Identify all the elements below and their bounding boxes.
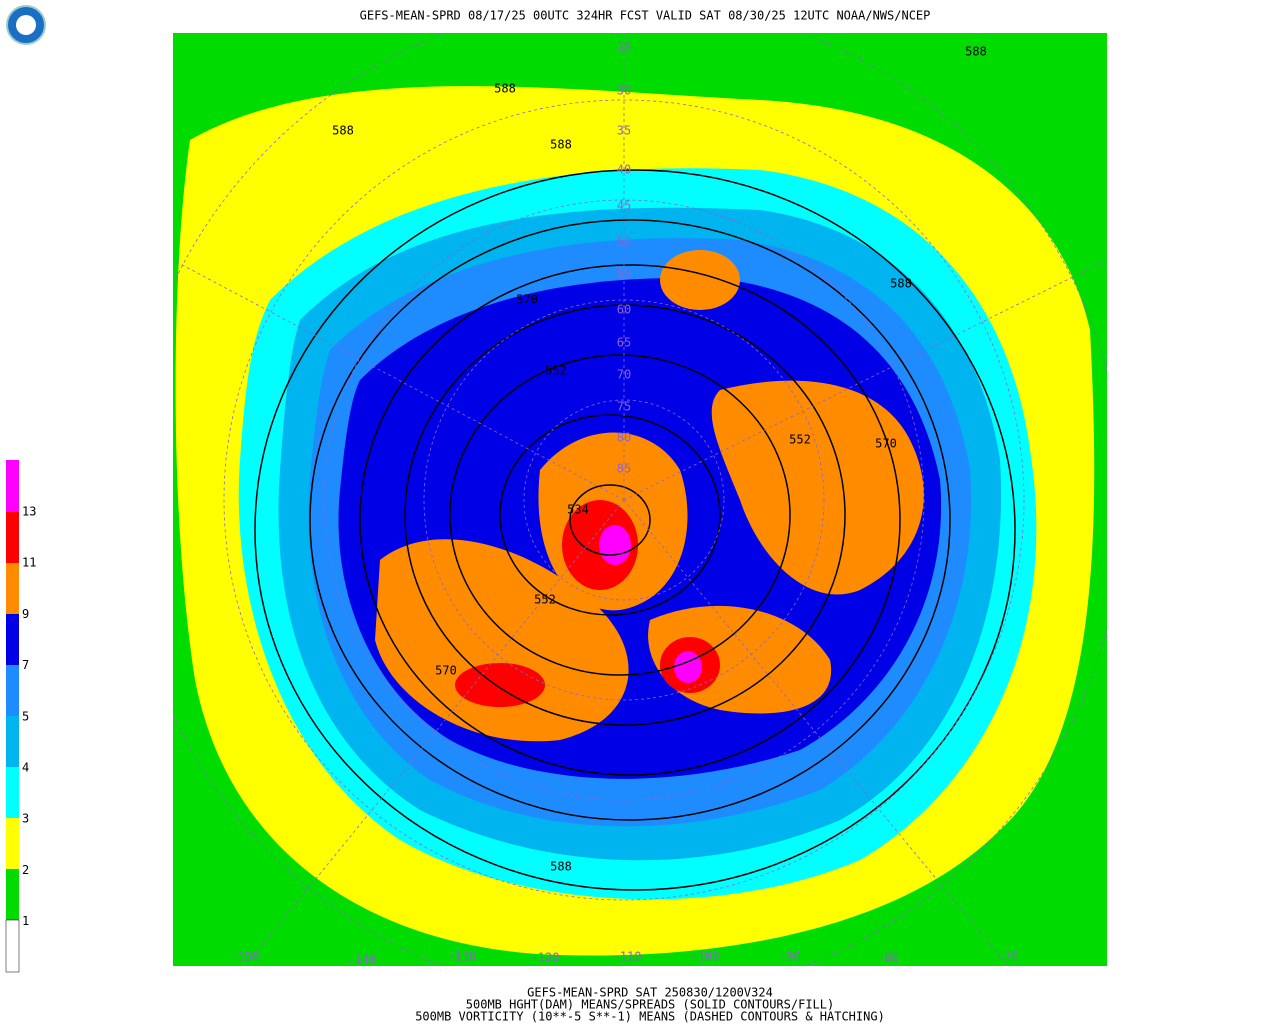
footer-line: 500MB VORTICITY (10**-5 S**-1) MEANS (DA… (415, 1010, 885, 1024)
colorbar-swatch (6, 869, 19, 920)
colorbar-swatch (6, 665, 19, 716)
latitude-label: 80 (617, 431, 631, 445)
latitude-label: 65 (617, 336, 631, 350)
latitude-label: 45 (617, 199, 631, 213)
colorbar (5, 460, 20, 973)
fill-9-11 (660, 250, 740, 310)
colorbar-label: 7 (22, 658, 29, 672)
colorbar-label: 4 (22, 761, 29, 775)
colorbar-swatch (6, 512, 19, 563)
colorbar-swatch (6, 716, 19, 767)
longitude-label: -120 (531, 951, 560, 965)
contour-label: 588 (550, 138, 572, 152)
title: GEFS-MEAN-SPRD 08/17/25 00UTC 324HR FCST… (360, 9, 931, 23)
latitude-label: 60 (617, 303, 631, 317)
colorbar-swatch (6, 563, 19, 614)
height-contours (254, 169, 1016, 891)
colorbar-swatch (6, 767, 19, 818)
colorbar-label: 11 (22, 556, 36, 570)
longitude-label: -90 (779, 950, 801, 964)
longitude-label: -110 (613, 950, 642, 964)
graticule (173, 33, 1107, 966)
colorbar-swatch (5, 919, 20, 973)
fill-13 (674, 651, 702, 683)
contour-label: 588 (494, 82, 516, 96)
colorbar-swatch (6, 818, 19, 869)
noaa-logo-inner (16, 15, 36, 35)
longitude-label: -130 (448, 950, 477, 964)
contour-label: 570 (875, 437, 897, 451)
longitude-label: -80 (877, 951, 899, 965)
footer-line: GEFS-MEAN-SPRD SAT 250830/1200V324 (527, 986, 773, 1000)
latitude-label: 85 (617, 462, 631, 476)
colorbar-label: 3 (22, 812, 29, 826)
fill-11-13 (455, 663, 545, 707)
latitude-label: 55 (617, 267, 631, 281)
contour-label: 588 (550, 860, 572, 874)
colorbar-label: 5 (22, 709, 29, 723)
contour-label: 552 (534, 593, 556, 607)
contour-label: 588 (332, 124, 354, 138)
colorbar-label: 1 (22, 914, 29, 928)
latitude-label: 25 (617, 41, 631, 55)
latitude-label: 75 (617, 400, 631, 414)
map (173, 33, 1107, 966)
contour-label: 552 (789, 433, 811, 447)
latitude-label: 70 (617, 368, 631, 382)
contour-label: 588 (890, 277, 912, 291)
colorbar-label: 2 (22, 863, 29, 877)
colorbar-label: 9 (22, 607, 29, 621)
contour-label: 570 (435, 664, 457, 678)
contour-label: 552 (545, 364, 567, 378)
colorbar-swatch (6, 614, 19, 665)
longitude-label: -140 (348, 953, 377, 967)
longitude-label: -100 (691, 950, 720, 964)
colorbar-label: 13 (22, 505, 36, 519)
longitude-label: -70 (997, 950, 1019, 964)
colorbar-swatch (6, 460, 19, 512)
fill-13 (599, 525, 631, 565)
latitude-label: 30 (617, 84, 631, 98)
latitude-label: 35 (617, 124, 631, 138)
contour-label: 534 (567, 503, 589, 517)
fill-9-11 (711, 380, 924, 595)
footer-line: 500MB HGHT(DAM) MEANS/SPREADS (SOLID CON… (466, 998, 834, 1012)
latitude-label: 40 (617, 163, 631, 177)
longitude-label: -150 (231, 950, 260, 964)
contour-label: 570 (516, 293, 538, 307)
latitude-label: 50 (617, 235, 631, 249)
contour-label: 588 (965, 45, 987, 59)
